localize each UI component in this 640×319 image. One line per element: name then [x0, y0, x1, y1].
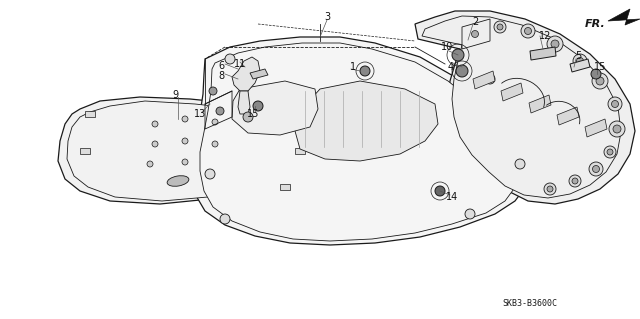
Polygon shape: [232, 81, 318, 135]
Circle shape: [468, 27, 482, 41]
Polygon shape: [501, 83, 523, 101]
Circle shape: [472, 31, 479, 38]
Circle shape: [205, 169, 215, 179]
Circle shape: [225, 54, 235, 64]
Polygon shape: [608, 9, 640, 25]
Circle shape: [452, 49, 464, 61]
Circle shape: [591, 69, 601, 79]
Text: 4: 4: [448, 62, 454, 72]
Text: FR.: FR.: [585, 19, 605, 29]
Text: SKB3-B3600C: SKB3-B3600C: [502, 300, 557, 308]
Circle shape: [547, 36, 563, 52]
Text: 6: 6: [218, 61, 224, 71]
Circle shape: [182, 116, 188, 122]
Polygon shape: [422, 16, 621, 198]
Circle shape: [494, 21, 506, 33]
Text: 15: 15: [247, 109, 259, 119]
Circle shape: [253, 101, 263, 111]
Text: 15: 15: [594, 62, 606, 72]
Polygon shape: [415, 11, 635, 204]
Text: 2: 2: [472, 17, 478, 27]
Polygon shape: [58, 97, 318, 204]
Ellipse shape: [167, 176, 189, 186]
Polygon shape: [570, 59, 590, 72]
Circle shape: [209, 87, 217, 95]
Text: 3: 3: [324, 12, 330, 22]
Circle shape: [592, 73, 608, 89]
Polygon shape: [200, 43, 524, 241]
Circle shape: [521, 24, 535, 38]
Circle shape: [608, 97, 622, 111]
Polygon shape: [295, 81, 438, 161]
Circle shape: [573, 54, 587, 68]
Circle shape: [547, 186, 553, 192]
Polygon shape: [280, 184, 290, 190]
Polygon shape: [238, 91, 250, 114]
Circle shape: [182, 138, 188, 144]
Text: 11: 11: [234, 59, 246, 69]
Circle shape: [212, 141, 218, 147]
Circle shape: [212, 119, 218, 125]
Polygon shape: [585, 119, 607, 137]
Circle shape: [589, 162, 603, 176]
Text: 13: 13: [194, 109, 206, 119]
Polygon shape: [557, 107, 579, 125]
Text: 14: 14: [446, 192, 458, 202]
Text: 1: 1: [350, 62, 356, 72]
Circle shape: [220, 214, 230, 224]
Polygon shape: [80, 148, 90, 154]
Polygon shape: [529, 95, 551, 113]
Polygon shape: [473, 71, 495, 89]
Circle shape: [572, 178, 578, 184]
Text: 8: 8: [218, 71, 224, 81]
Circle shape: [147, 161, 153, 167]
Text: 10: 10: [441, 42, 453, 52]
Circle shape: [525, 27, 531, 34]
Polygon shape: [250, 69, 268, 79]
Polygon shape: [85, 111, 95, 117]
Polygon shape: [530, 47, 556, 60]
Circle shape: [544, 183, 556, 195]
Circle shape: [152, 141, 158, 147]
Text: 12: 12: [539, 31, 551, 41]
Circle shape: [465, 209, 475, 219]
Circle shape: [152, 121, 158, 127]
Circle shape: [569, 175, 581, 187]
Circle shape: [596, 77, 604, 85]
Circle shape: [609, 121, 625, 137]
Polygon shape: [295, 148, 305, 154]
Circle shape: [611, 100, 618, 108]
Circle shape: [497, 24, 503, 30]
Circle shape: [593, 166, 600, 173]
Circle shape: [577, 57, 584, 64]
Circle shape: [456, 65, 468, 77]
Polygon shape: [67, 101, 308, 201]
Circle shape: [360, 66, 370, 76]
Circle shape: [604, 146, 616, 158]
Polygon shape: [190, 37, 535, 245]
Circle shape: [607, 149, 613, 155]
Circle shape: [515, 159, 525, 169]
Circle shape: [182, 159, 188, 165]
Text: 5: 5: [575, 51, 581, 61]
Circle shape: [551, 40, 559, 48]
Polygon shape: [462, 19, 490, 49]
Circle shape: [216, 107, 224, 115]
Circle shape: [435, 186, 445, 196]
Circle shape: [485, 74, 495, 84]
Polygon shape: [232, 57, 260, 91]
Circle shape: [243, 112, 253, 122]
Text: 9: 9: [172, 90, 178, 100]
Circle shape: [613, 125, 621, 133]
